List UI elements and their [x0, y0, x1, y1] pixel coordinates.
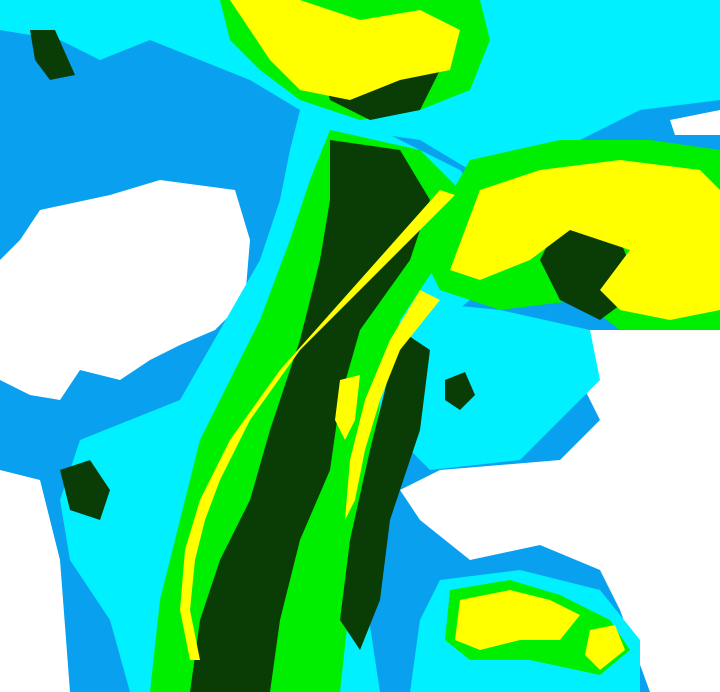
echo-left-heavy	[60, 460, 110, 520]
echo-top-cluster-yellow	[230, 0, 460, 100]
clear-area-right	[400, 330, 720, 692]
echo-plume-heavy-2	[340, 330, 430, 650]
echo-cell-heavy	[445, 372, 475, 410]
echo-topleft-heavy	[30, 30, 75, 80]
echo-right-middle	[400, 300, 600, 470]
echo-streak-2	[345, 290, 440, 520]
echo-bottom-right-yellow-2	[585, 625, 625, 670]
clear-area-left	[0, 180, 250, 400]
clear-area-top-right-2	[670, 110, 720, 135]
echo-bottom-right-yellow	[455, 590, 580, 650]
echo-streak-3	[335, 375, 360, 440]
echo-right-band-yellow	[450, 160, 720, 320]
clear-area-left-bottom	[0, 470, 70, 692]
